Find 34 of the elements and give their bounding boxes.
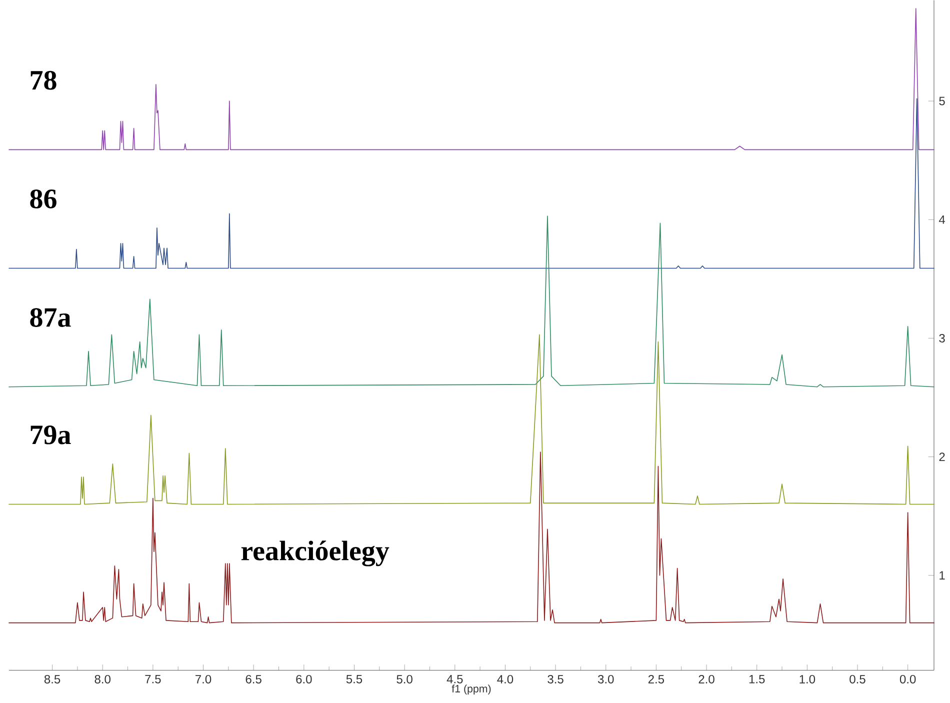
x-tick-label: 6.5	[246, 674, 262, 684]
x-tick-label: 4.5	[446, 674, 463, 684]
x-tick-label: 3.5	[548, 674, 564, 684]
line-series	[8, 8, 934, 150]
x-tick-label: 2.0	[698, 674, 714, 684]
line-series	[8, 334, 934, 505]
y-tick-label: 2	[939, 452, 945, 461]
text: 78	[30, 70, 56, 90]
x-tick-label: 6.0	[296, 674, 312, 684]
x-tick-label: 0.0	[900, 674, 916, 684]
line-series	[8, 452, 934, 624]
x-tick-label: 5.0	[396, 674, 412, 684]
x-tick-label: 0.5	[850, 674, 866, 684]
line-series	[8, 98, 934, 269]
line-series	[8, 216, 934, 388]
x-tick-label: 2.5	[648, 674, 664, 684]
x-tick-label: 3.0	[598, 674, 614, 684]
x-tick-label: 7.5	[145, 674, 161, 684]
y-tick-label: 5	[939, 96, 945, 106]
series-label: 86	[30, 189, 56, 208]
series-label: 87a	[30, 308, 71, 327]
series-label: 79a	[30, 425, 71, 444]
x-tick-label: 8.0	[94, 674, 110, 684]
x-tick-label: 4.0	[497, 674, 514, 684]
x-tick-label: 7.0	[196, 674, 212, 684]
x-tick-label: 8.5	[44, 674, 60, 684]
x-tick-label: 1.5	[749, 674, 765, 684]
y-tick-label: 1	[940, 571, 945, 580]
y-tick-label: 3	[939, 334, 945, 342]
series-label: reakcióelegy	[241, 540, 390, 566]
y-tick-label: 4	[938, 215, 946, 224]
x-tick-label: 5.5	[346, 674, 362, 684]
x-tick-label: 1.0	[800, 674, 816, 684]
x-axis-title: f1 (ppm)	[452, 684, 491, 694]
